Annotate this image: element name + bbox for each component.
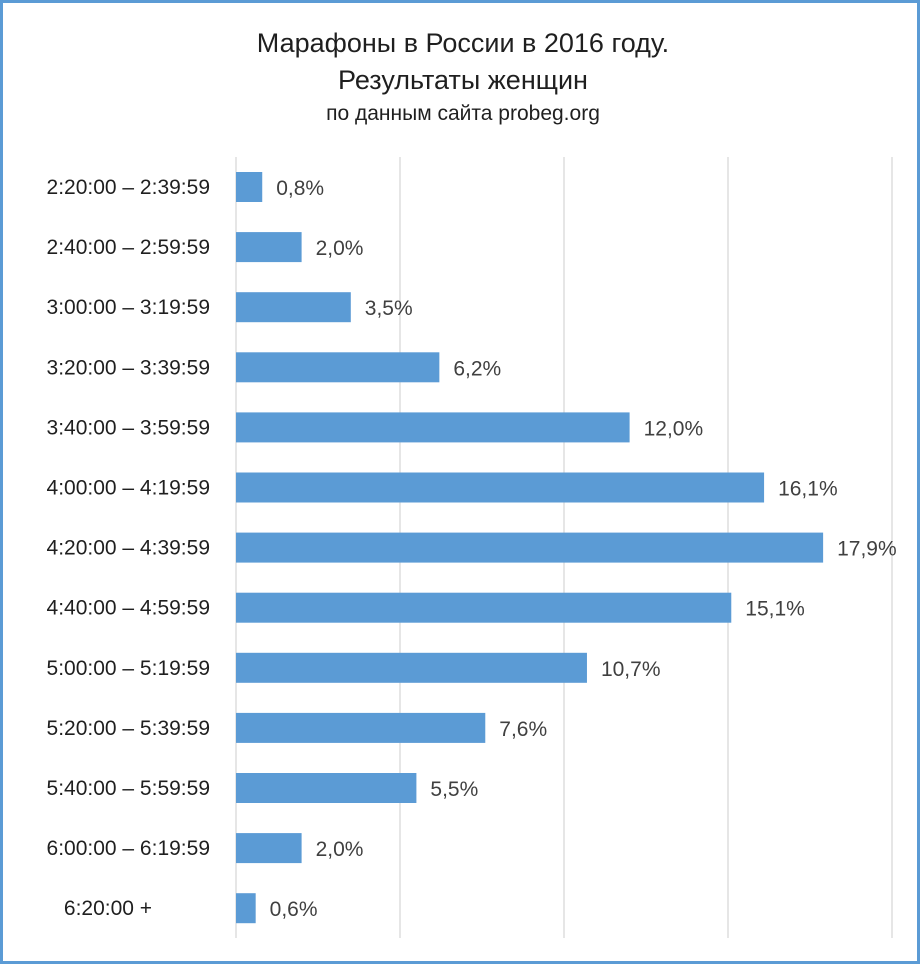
data-label: 17,9% — [837, 538, 897, 561]
bar — [236, 712, 486, 743]
category-label: 2:20:00 – 2:39:59 — [47, 176, 210, 199]
bar — [236, 773, 417, 803]
data-label: 12,0% — [644, 417, 704, 440]
bar — [236, 592, 732, 623]
data-label: 5,5% — [430, 778, 478, 801]
category-label: 4:40:00 – 4:59:59 — [47, 597, 210, 620]
category-label: 3:00:00 – 3:19:59 — [47, 296, 210, 319]
data-label: 15,1% — [745, 598, 805, 621]
bar — [236, 232, 302, 263]
category-label: 5:20:00 – 5:39:59 — [47, 717, 210, 740]
data-label: 0,6% — [270, 898, 318, 921]
data-label: 2,0% — [316, 838, 364, 861]
data-label: 7,6% — [499, 718, 547, 741]
data-label: 10,7% — [601, 658, 661, 681]
category-label: 6:00:00 – 6:19:59 — [47, 837, 210, 860]
category-label: 5:40:00 – 5:59:59 — [47, 777, 210, 800]
bar — [236, 652, 587, 683]
bar — [236, 893, 256, 924]
category-label: 5:00:00 – 5:19:59 — [47, 657, 210, 680]
chart-title-line-1: Марафоны в России в 2016 году. — [256, 28, 670, 58]
bar — [236, 292, 351, 323]
bar — [236, 833, 302, 864]
category-label: 4:20:00 – 4:39:59 — [47, 537, 210, 560]
bar — [236, 532, 824, 563]
data-label: 16,1% — [778, 478, 838, 501]
category-label: 6:20:00 + — [64, 897, 152, 920]
bar — [236, 412, 630, 443]
category-label: 3:40:00 – 3:59:59 — [47, 416, 210, 439]
chart-title-block: Марафоны в России в 2016 году. Результат… — [3, 25, 920, 129]
data-label: 6,2% — [453, 357, 501, 380]
category-label: 3:20:00 – 3:39:59 — [47, 356, 210, 379]
bar — [236, 172, 263, 202]
chart-title-line-2: Результаты женщин — [338, 65, 588, 95]
category-label: 2:40:00 – 2:59:59 — [47, 236, 210, 259]
category-label: 4:00:00 – 4:19:59 — [47, 477, 210, 500]
data-label: 0,8% — [276, 177, 324, 200]
chart-subtitle: по данным сайта probeg.org — [326, 102, 600, 125]
data-label: 3,5% — [365, 297, 413, 320]
bar — [236, 472, 765, 503]
data-label: 2,0% — [316, 237, 364, 260]
bar — [236, 352, 440, 383]
